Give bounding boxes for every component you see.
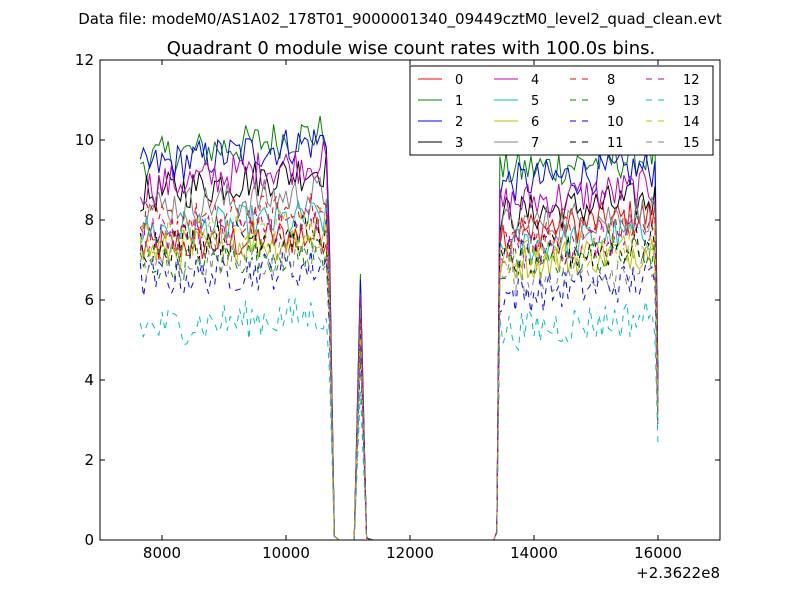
y-tick-label: 12 [75, 51, 94, 69]
series-line-12 [139, 205, 659, 540]
legend-box [409, 65, 714, 156]
series-line-15 [139, 236, 659, 540]
y-tick-label: 10 [75, 131, 94, 149]
legend-label-4: 4 [531, 73, 539, 88]
x-tick-label: 12000 [386, 544, 434, 562]
series-line-13 [139, 298, 659, 540]
x-offset-label: +2.3622e8 [636, 564, 720, 582]
y-tick-label: 2 [84, 451, 94, 469]
legend-label-6: 6 [531, 115, 539, 130]
legend-label-12: 12 [683, 73, 700, 88]
legend-label-9: 9 [607, 94, 615, 109]
legend-label-15: 15 [683, 136, 700, 151]
legend-label-1: 1 [455, 94, 463, 109]
chart-title: Quadrant 0 module wise count rates with … [167, 38, 656, 59]
chart-suptitle: Data file: modeM0/AS1A02_178T01_90000013… [78, 10, 722, 29]
series-line-1 [140, 115, 659, 540]
series-line-10 [139, 250, 659, 540]
x-tick-label: 8000 [143, 544, 181, 562]
legend-label-5: 5 [531, 94, 539, 109]
series-line-8 [139, 192, 659, 540]
series-line-3 [140, 151, 659, 540]
legend-label-13: 13 [683, 94, 700, 109]
y-tick-label: 6 [84, 291, 94, 309]
y-tick-label: 8 [84, 211, 94, 229]
series-line-5 [139, 198, 659, 540]
series-layer [139, 115, 659, 540]
y-tick-label: 4 [84, 371, 94, 389]
legend-label-2: 2 [455, 115, 463, 130]
legend-label-11: 11 [607, 136, 624, 151]
legend-label-14: 14 [683, 115, 700, 130]
legend-label-3: 3 [455, 136, 463, 151]
x-tick-label: 16000 [634, 544, 682, 562]
legend-label-8: 8 [607, 73, 615, 88]
series-line-9 [139, 232, 659, 540]
x-tick-label: 10000 [262, 544, 310, 562]
series-line-11 [139, 210, 659, 540]
legend-label-7: 7 [531, 136, 539, 151]
legend-label-0: 0 [455, 73, 463, 88]
x-tick-label: 14000 [510, 544, 558, 562]
series-line-4 [139, 141, 659, 540]
series-line-14 [139, 207, 659, 540]
y-tick-label: 0 [84, 531, 94, 549]
legend-label-10: 10 [607, 115, 624, 130]
